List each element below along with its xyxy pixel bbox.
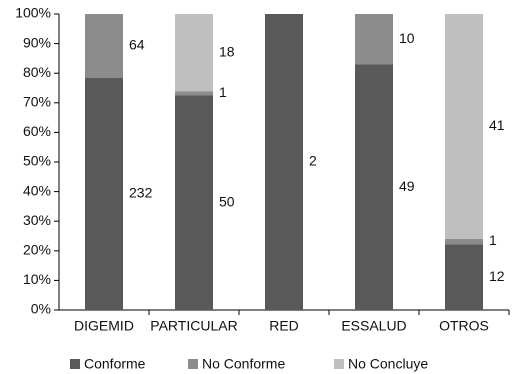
bar-segment — [445, 14, 483, 239]
data-label: 41 — [489, 117, 505, 133]
data-label: 49 — [399, 178, 415, 194]
y-tick-label: 60% — [23, 123, 51, 139]
data-label: 232 — [129, 185, 153, 201]
data-label: 10 — [399, 30, 415, 46]
y-tick-label: 100% — [15, 5, 51, 21]
x-tick-label: ESSALUD — [341, 318, 406, 334]
bar-segment — [175, 91, 213, 96]
data-label: 64 — [129, 37, 145, 53]
data-label: 18 — [219, 43, 235, 59]
y-tick-label: 50% — [23, 153, 51, 169]
legend-label: No Conforme — [202, 356, 285, 372]
y-tick-label: 30% — [23, 212, 51, 228]
bar-segment — [85, 14, 123, 78]
bar-segment — [445, 244, 483, 310]
legend-label: No Concluye — [348, 356, 428, 372]
y-tick-label: 0% — [31, 301, 51, 317]
y-tick-label: 70% — [23, 94, 51, 110]
legend-swatch — [70, 359, 80, 369]
x-tick-label: OTROS — [439, 318, 489, 334]
bar-segment — [175, 95, 213, 310]
y-tick-label: 80% — [23, 64, 51, 80]
bar-segment — [355, 14, 393, 65]
data-label: 50 — [219, 193, 235, 209]
x-tick-label: RED — [269, 318, 299, 334]
legend-swatch — [188, 359, 198, 369]
data-label: 1 — [489, 232, 497, 248]
bar-segment — [445, 238, 483, 245]
legend-label: Conforme — [84, 356, 146, 372]
x-tick-label: PARTICULAR — [150, 318, 237, 334]
x-tick-label: DIGEMID — [74, 318, 134, 334]
y-tick-label: 40% — [23, 182, 51, 198]
bar-segment — [85, 78, 123, 310]
legend-swatch — [334, 359, 344, 369]
bar-segment — [355, 64, 393, 310]
y-tick-label: 90% — [23, 34, 51, 50]
data-label: 2 — [309, 153, 317, 169]
bar-segment — [175, 14, 213, 92]
y-tick-label: 10% — [23, 271, 51, 287]
data-label: 1 — [219, 84, 227, 100]
data-label: 12 — [489, 268, 505, 284]
y-tick-label: 20% — [23, 242, 51, 258]
bar-segment — [265, 14, 303, 310]
